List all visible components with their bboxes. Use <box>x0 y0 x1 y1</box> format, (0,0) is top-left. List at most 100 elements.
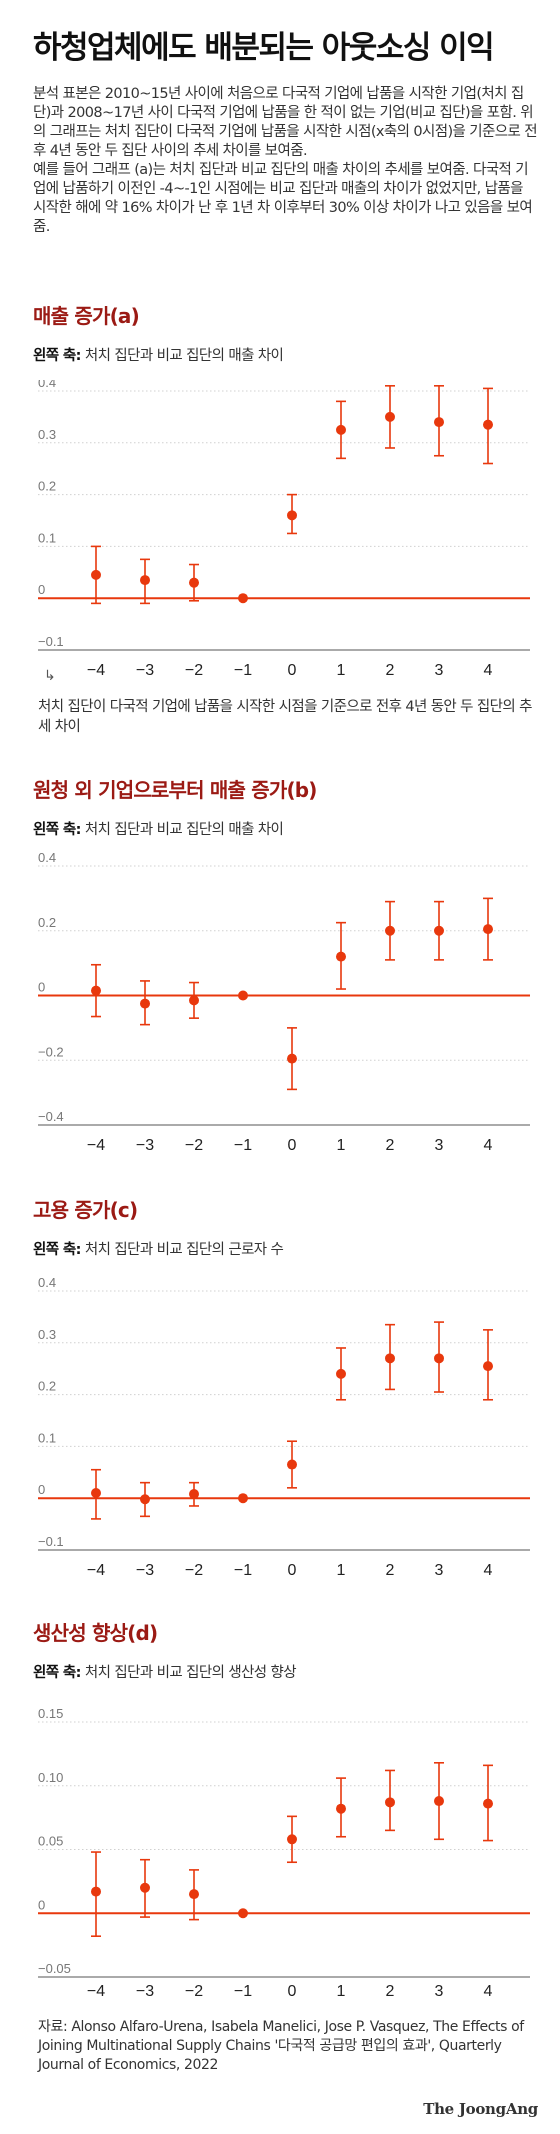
chart-title-c: 고용 증가(c) <box>33 1198 138 1222</box>
data-point <box>189 577 199 588</box>
x-tick-label: 2 <box>386 1137 395 1154</box>
axis-note-c: 왼쪽 축: 처치 집단과 비교 집단의 근로자 수 <box>33 1238 284 1259</box>
x-tick-label: 1 <box>337 1562 346 1579</box>
chart-a: −0.1 0 0.1 0.2 0.3 0.4 −4 −3 −2 −1 0 1 2 3 4 <box>38 380 530 679</box>
x-tick-label: −3 <box>136 1983 154 2000</box>
x-tick-label: −4 <box>87 662 105 679</box>
axis-note-a: 왼쪽 축: 처치 집단과 비교 집단의 매출 차이 <box>33 344 284 365</box>
data-point <box>238 593 248 604</box>
x-tick-label: −3 <box>136 1137 154 1154</box>
x-tick-label: −3 <box>136 1562 154 1579</box>
data-point <box>385 925 395 936</box>
y-tick-label: 0.4 <box>38 1275 56 1290</box>
data-point <box>140 575 150 586</box>
chart-b: −0.4 −0.2 0 0.2 0.4 −4 −3 −2 −1 0 1 2 3 4 <box>38 850 530 1154</box>
data-point <box>140 998 150 1009</box>
x-tick-label: 0 <box>288 1562 297 1579</box>
x-tick-label: 3 <box>435 1562 444 1579</box>
data-point <box>483 924 493 935</box>
chart-title-d: 생산성 향상(d) <box>33 1621 158 1645</box>
x-tick-label: −2 <box>185 1562 203 1579</box>
y-tick-label: 0.2 <box>38 1379 56 1394</box>
y-tick-label: 0.2 <box>38 479 56 494</box>
axis-prefix: 왼쪽 축: <box>33 348 81 364</box>
x-tick-label: −4 <box>87 1137 105 1154</box>
y-tick-label: 0.4 <box>38 380 56 390</box>
axis-prefix: 왼쪽 축: <box>33 822 81 838</box>
chart-title-b: 원청 외 기업으로부터 매출 증가(b) <box>33 778 317 802</box>
x-tick-label: −1 <box>234 662 252 679</box>
x-tick-label: 3 <box>435 1983 444 2000</box>
data-point <box>189 1489 199 1500</box>
intro-text: 분석 표본은 2010~15년 사이에 처음으로 다국적 기업에 납품을 시작한… <box>33 85 538 237</box>
data-point <box>238 990 248 1001</box>
x-tick-label: 4 <box>484 1137 493 1154</box>
y-tick-label: 0 <box>38 1897 45 1912</box>
y-tick-label: 0.3 <box>38 427 56 442</box>
chart-caption-a: 처치 집단이 다국적 기업에 납품을 시작한 시점을 기준으로 전후 4년 동안… <box>38 699 533 735</box>
chart-title-a: 매출 증가(a) <box>33 304 140 328</box>
data-point <box>385 1353 395 1364</box>
x-tick-label: −4 <box>87 1983 105 2000</box>
data-point <box>336 951 346 962</box>
x-tick-label: −2 <box>185 1137 203 1154</box>
data-point <box>483 1798 493 1809</box>
data-point <box>434 925 444 936</box>
page-title: 하청업체에도 배분되는 아웃소싱 이익 <box>33 30 495 66</box>
x-tick-label: 3 <box>435 1137 444 1154</box>
ylabel-d: 처치 집단과 비교 집단의 생산성 향상 <box>84 1665 297 1681</box>
y-tick-label: 0.10 <box>38 1770 63 1785</box>
y-tick-label: 0.05 <box>38 1834 63 1849</box>
data-point <box>91 985 101 996</box>
data-point <box>238 1493 248 1504</box>
x-tick-label: 0 <box>288 1983 297 2000</box>
x-tick-label: −2 <box>185 662 203 679</box>
data-point <box>385 1797 395 1808</box>
data-point <box>287 1834 297 1845</box>
chart-d: −0.05 0 0.05 0.10 0.15 −4 −3 −2 −1 0 1 2 3 4 <box>38 1706 530 2000</box>
intro-paragraph-1: 분석 표본은 2010~15년 사이에 처음으로 다국적 기업에 납품을 시작한… <box>33 86 538 159</box>
y-tick-label: −0.1 <box>38 1534 64 1549</box>
y-tick-label: 0.1 <box>38 1430 56 1445</box>
y-tick-label: 0.3 <box>38 1327 56 1342</box>
ylabel-a: 처치 집단과 비교 집단의 매출 차이 <box>84 348 284 364</box>
x-tick-label: 0 <box>288 1137 297 1154</box>
x-tick-label: −1 <box>234 1983 252 2000</box>
x-tick-label: 4 <box>484 1562 493 1579</box>
y-tick-label: 0 <box>38 1482 45 1497</box>
x-tick-label: 3 <box>435 662 444 679</box>
x-tick-label: −4 <box>87 1562 105 1579</box>
y-tick-label: −0.4 <box>38 1109 64 1124</box>
x-tick-label: 4 <box>484 1983 493 2000</box>
x-tick-label: −1 <box>234 1562 252 1579</box>
y-tick-label: −0.05 <box>38 1961 71 1976</box>
axis-note-b: 왼쪽 축: 처치 집단과 비교 집단의 매출 차이 <box>33 818 284 839</box>
data-point <box>189 1889 199 1900</box>
y-tick-label: 0.1 <box>38 530 56 545</box>
data-point <box>140 1882 150 1893</box>
x-tick-label: −2 <box>185 1983 203 2000</box>
data-point <box>189 995 199 1006</box>
y-tick-label: 0 <box>38 980 45 995</box>
data-point <box>385 411 395 422</box>
data-point <box>91 569 101 580</box>
data-point <box>434 1796 444 1807</box>
data-point <box>287 1459 297 1470</box>
data-point <box>434 1353 444 1364</box>
chart-c: −0.1 0 0.1 0.2 0.3 0.4 −4 −3 −2 −1 0 1 2 3 4 <box>38 1275 530 1579</box>
y-tick-label: 0.4 <box>38 850 56 865</box>
intro-paragraph-2: 예를 들어 그래프 (a)는 처치 집단과 비교 집단의 매출 차이의 추세를 … <box>33 162 533 235</box>
x-tick-label: −3 <box>136 662 154 679</box>
data-point <box>336 1368 346 1379</box>
brand-logo: The JoongAng <box>423 2100 538 2118</box>
data-point <box>238 1908 248 1919</box>
axis-prefix: 왼쪽 축: <box>33 1242 81 1258</box>
x-tick-label: 0 <box>288 662 297 679</box>
y-tick-label: −0.2 <box>38 1044 64 1059</box>
axis-prefix: 왼쪽 축: <box>33 1665 81 1681</box>
y-tick-label: 0 <box>38 582 45 597</box>
x-tick-label: 1 <box>337 1983 346 2000</box>
x-tick-label: 2 <box>386 1562 395 1579</box>
data-point <box>336 424 346 435</box>
data-point <box>91 1886 101 1897</box>
